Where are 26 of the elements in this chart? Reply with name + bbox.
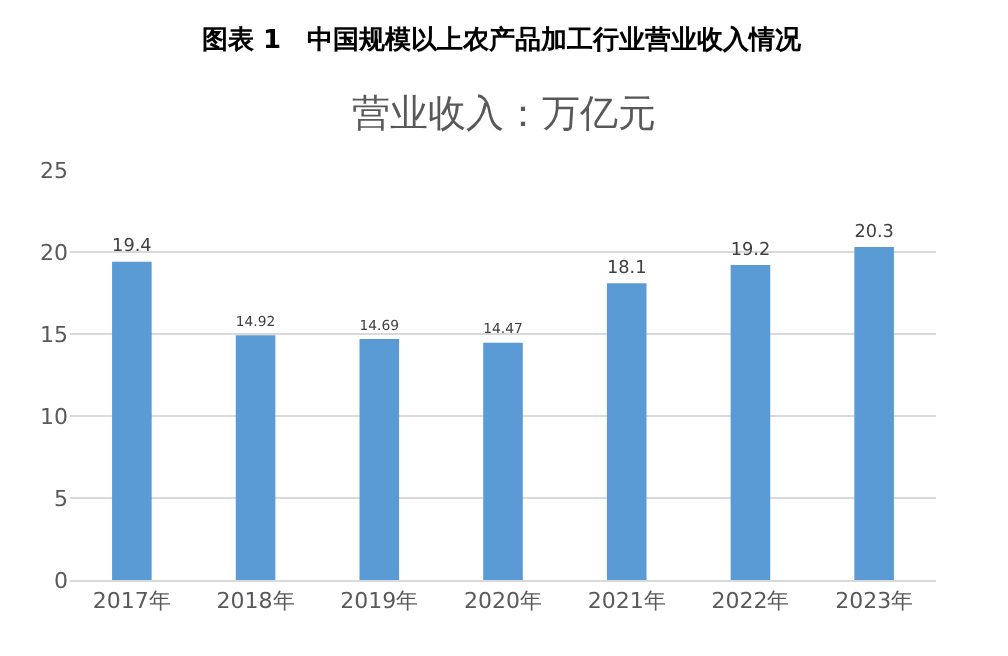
y-tick-label: 15 (40, 321, 68, 348)
y-tick-label: 25 (40, 157, 68, 184)
x-tick-label: 2023年 (835, 588, 914, 615)
y-tick-label: 0 (54, 567, 68, 594)
bar (112, 261, 152, 580)
x-tick-label: 2018年 (216, 588, 295, 615)
bar (854, 247, 894, 580)
bar (730, 265, 771, 580)
bar (483, 342, 523, 580)
chart-title: 图表 1 中国规模以上农产品加工行业营业收入情况 (202, 24, 804, 56)
data-label: 20.3 (854, 222, 894, 243)
x-tick-label: 2022年 (711, 588, 790, 615)
x-tick-label: 2021年 (587, 588, 666, 615)
y-tick-label: 20 (40, 239, 68, 266)
x-tick-label: 2019年 (340, 588, 419, 615)
y-tick-label: 10 (40, 403, 68, 430)
data-label: 19.4 (112, 237, 153, 258)
bar (606, 283, 647, 580)
x-tick-label: 2020年 (464, 588, 542, 615)
bar (359, 339, 400, 580)
data-label: 19.2 (730, 240, 771, 261)
data-label: 18.1 (606, 258, 647, 279)
bar (235, 335, 276, 580)
y-tick-label: 5 (54, 485, 68, 512)
x-tick-label: 2017年 (92, 588, 171, 615)
chart-subtitle: 营业收入：万亿元 (352, 92, 656, 136)
